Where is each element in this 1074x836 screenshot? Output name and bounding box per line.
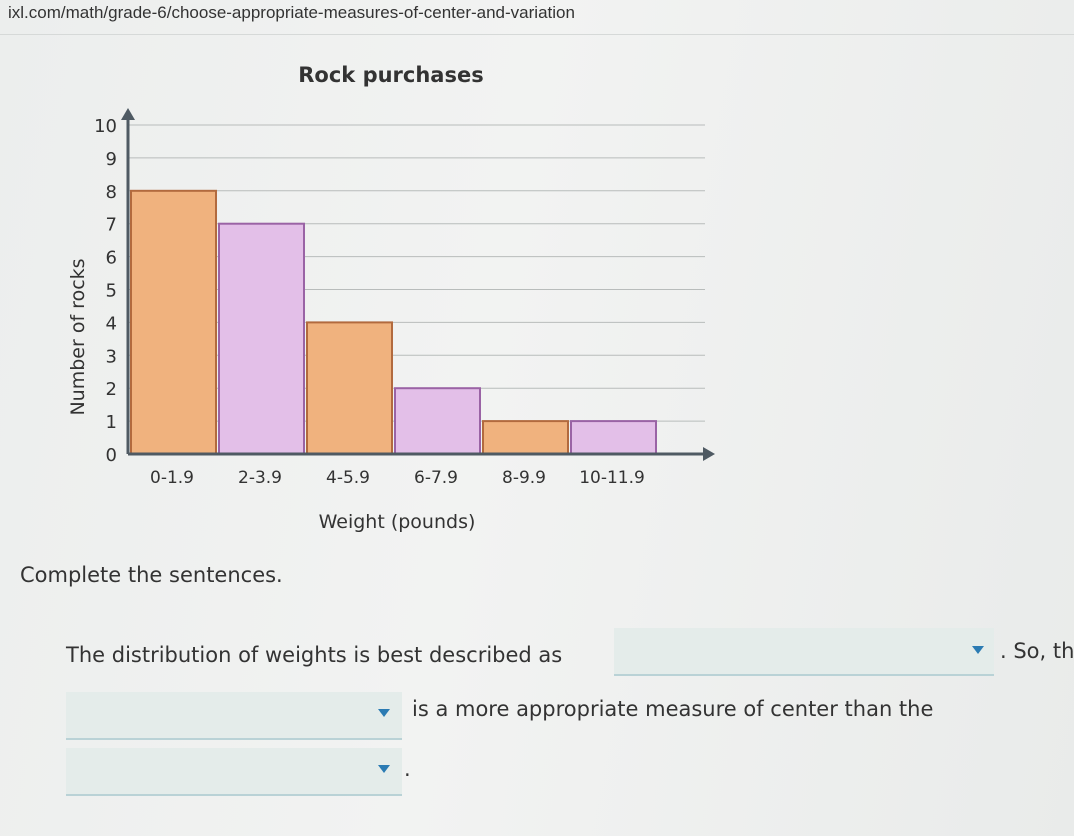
measure-of-center-dropdown-1[interactable] [66,692,402,740]
y-tick-label: 2 [106,379,117,400]
address-bar-url[interactable]: ixl.com/math/grade-6/choose-appropriate-… [8,3,575,22]
caret-down-icon [972,646,984,654]
y-tick-label: 0 [106,445,117,466]
caret-down-icon [378,709,390,717]
y-axis-ticks: 0 1 2 3 4 5 6 7 8 9 10 [94,116,117,466]
bar [218,222,305,455]
x-tick-label: 2-3.9 [238,468,282,488]
distribution-shape-dropdown[interactable] [614,628,994,676]
instructions-text: Complete the sentences. [20,563,283,587]
y-tick-label: 4 [106,313,117,334]
y-tick-label: 1 [106,412,117,433]
bar [306,321,393,455]
y-tick-label: 9 [106,149,117,170]
x-axis-label: Weight (pounds) [319,511,476,533]
histogram-chart: Rock purchases 0 1 2 3 4 5 6 7 8 9 10 0-1.9 2-3.9 4-… [67,63,715,533]
y-tick-label: 10 [94,116,117,137]
y-axis-arrow-icon [121,108,135,120]
caret-down-icon [378,765,390,773]
bar [130,189,217,456]
chart-axes [121,108,715,461]
y-tick-label: 3 [106,346,117,367]
sentence-one-continuation: . So, th [1000,639,1074,663]
x-axis-arrow-icon [703,447,715,461]
bar [394,387,481,456]
sentence-two-text: is a more appropriate measure of center … [412,697,934,721]
y-tick-label: 5 [106,281,117,302]
address-bar-divider [0,34,1074,35]
x-tick-label: 0-1.9 [150,468,194,488]
y-tick-label: 7 [106,215,117,236]
measure-of-center-dropdown-2[interactable] [66,748,402,796]
y-axis-label: Number of rocks [67,258,89,415]
sentence-three-period: . [404,757,411,781]
x-tick-label: 4-5.9 [326,468,370,488]
bar [570,420,657,456]
x-tick-label: 6-7.9 [414,468,458,488]
x-axis-ticks: 0-1.9 2-3.9 4-5.9 6-7.9 8-9.9 10-11.9 [150,468,645,488]
x-tick-label: 10-11.9 [579,468,645,488]
y-tick-label: 8 [106,182,117,203]
x-tick-label: 8-9.9 [502,468,546,488]
chart-title: Rock purchases [298,63,483,87]
y-tick-label: 6 [106,248,117,269]
sentence-one-text: The distribution of weights is best desc… [66,643,563,667]
bar [482,420,569,456]
